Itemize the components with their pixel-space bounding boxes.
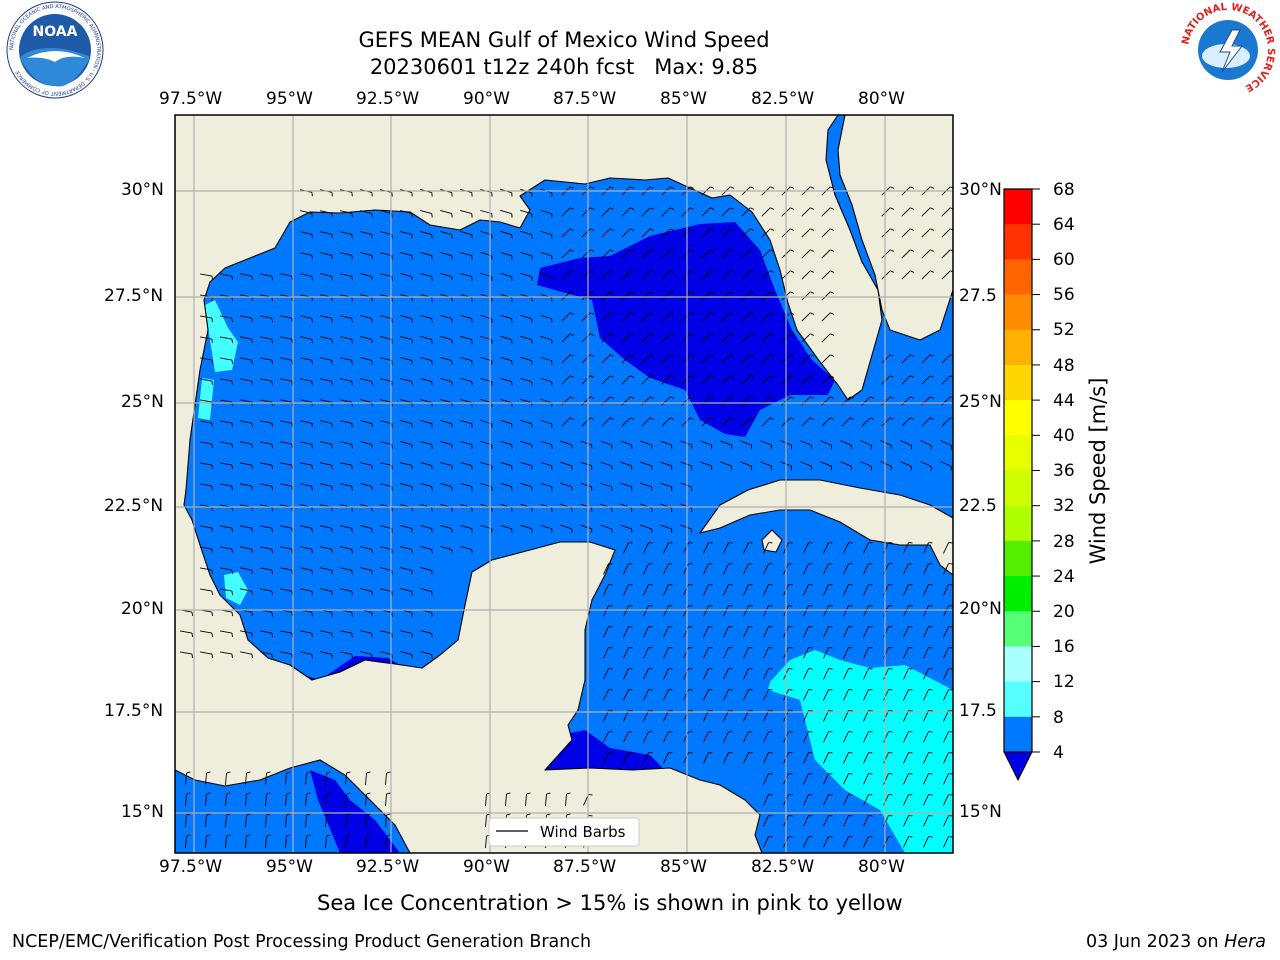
nws-logo: NATIONAL WEATHER SERVICE: [1180, 2, 1276, 98]
lat-label-left: 27.5°N: [104, 286, 164, 306]
colorbar-tick: 64: [1053, 215, 1075, 235]
lon-label-bottom: 97.5°W: [159, 857, 223, 877]
chart-title: GEFS MEAN Gulf of Mexico Wind Speed: [358, 28, 770, 52]
colorbar-segment: [1004, 611, 1032, 647]
lon-label-top: 87.5°W: [553, 89, 617, 109]
colorbar-segment: [1004, 576, 1032, 612]
lon-label-bottom: 82.5°W: [751, 857, 815, 877]
colorbar-segment: [1004, 540, 1032, 577]
lat-label-right: 20°N: [959, 599, 1002, 619]
footer-date: 03 Jun 2023 on Hera: [1085, 932, 1266, 952]
colorbar-tick: 68: [1053, 180, 1075, 200]
lon-label-top: 90°W: [463, 89, 510, 109]
colorbar-tick: 16: [1053, 637, 1075, 657]
high-wind-region-caribbean: [768, 650, 953, 853]
colorbar-tick: 12: [1053, 672, 1075, 692]
lon-label-top: 95°W: [266, 89, 313, 109]
lat-label-left: 15°N: [121, 802, 164, 822]
colorbar-segment: [1004, 224, 1032, 260]
colorbar-tick: 24: [1053, 567, 1075, 587]
lon-label-top: 85°W: [660, 89, 707, 109]
colorbar-tick: 48: [1053, 356, 1075, 376]
colorbar-tick: 56: [1053, 285, 1075, 305]
colorbar-segment: [1004, 470, 1032, 507]
noaa-logo: NATIONAL OCEANIC AND ATMOSPHERIC ADMINIS…: [6, 1, 104, 99]
colorbar-label: Wind Speed [m/s]: [1086, 377, 1110, 565]
svg-text:NOAA: NOAA: [33, 24, 78, 40]
colorbar-segment: [1004, 329, 1032, 366]
lat-label-right: 27.5: [959, 286, 997, 306]
colorbar-tick: 20: [1053, 602, 1075, 622]
colorbar-tick: 28: [1053, 532, 1075, 552]
colorbar-segment: [1004, 294, 1032, 331]
sea-ice-note: Sea Ice Concentration > 15% is shown in …: [317, 891, 903, 915]
lon-label-top: 80°W: [858, 89, 905, 109]
wind-barbs: [180, 186, 953, 849]
colorbar-segment: [1004, 505, 1032, 542]
low-wind-region-honduras: [538, 730, 672, 780]
colorbar-segment: [1004, 716, 1032, 753]
colorbar-tick: 8: [1053, 708, 1064, 728]
footer-host: Hera: [1224, 932, 1266, 952]
colorbar-segment: [1004, 435, 1032, 471]
lon-label-bottom: 95°W: [266, 857, 313, 877]
lat-label-right: 15°N: [959, 802, 1002, 822]
colorbar-frame: [1003, 188, 1033, 753]
lat-label-right: 30°N: [959, 180, 1002, 200]
lat-label-left: 20°N: [121, 599, 164, 619]
colorbar-segment: [1004, 646, 1032, 683]
legend-label: Wind Barbs: [540, 823, 626, 841]
lon-label-bottom: 92.5°W: [356, 857, 420, 877]
colorbar-segment: [1004, 681, 1032, 718]
colorbar-segment: [1004, 400, 1032, 436]
wind-barb-legend: Wind Barbs: [488, 817, 640, 847]
colorbar-tick: 36: [1053, 461, 1075, 481]
lon-label-top: 82.5°W: [751, 89, 815, 109]
lon-label-bottom: 87.5°W: [553, 857, 617, 877]
land-north-american-mainland: [175, 115, 883, 853]
colorbar-segment: [1004, 364, 1032, 401]
colorbar-tick: 44: [1053, 391, 1075, 411]
colorbar-tick: 32: [1053, 496, 1075, 516]
lon-label-bottom: 90°W: [463, 857, 510, 877]
colorbar-tick: 40: [1053, 426, 1075, 446]
lat-label-left: 25°N: [121, 392, 164, 412]
colorbar-tick: 4: [1053, 743, 1064, 763]
colorbar-segment: [1004, 189, 1032, 225]
lat-label-left: 30°N: [121, 180, 164, 200]
colorbar-under-arrow: [1003, 751, 1033, 782]
colorbar-tick: 52: [1053, 320, 1075, 340]
lon-label-top: 97.5°W: [159, 89, 223, 109]
low-wind-region-east-gulf: [537, 222, 835, 437]
lon-label-top: 92.5°W: [356, 89, 420, 109]
lon-label-bottom: 85°W: [660, 857, 707, 877]
lat-label-left: 17.5°N: [104, 701, 164, 721]
high-wind-region-texas-coast: [205, 300, 238, 372]
lat-label-right: 25°N: [959, 392, 1002, 412]
graticule: [175, 115, 953, 853]
lat-label-right: 17.5: [959, 701, 997, 721]
colorbar-tick: 60: [1053, 250, 1075, 270]
colorbar-segment: [1004, 259, 1032, 296]
lon-label-bottom: 80°W: [858, 857, 905, 877]
lat-label-left: 22.5°N: [104, 496, 164, 516]
map-frame: [174, 114, 954, 854]
land-cuba: [699, 479, 953, 576]
lat-label-right: 22.5: [959, 496, 997, 516]
chart-subtitle: 20230601 t12z 240h fcst Max: 9.85: [369, 55, 759, 79]
footer-producer: NCEP/EMC/Verification Post Processing Pr…: [12, 932, 592, 952]
